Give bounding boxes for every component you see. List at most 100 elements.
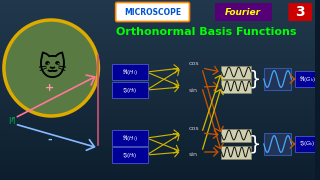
Bar (0, 18, 315, 19)
FancyBboxPatch shape (221, 80, 251, 93)
Bar (0, 51, 315, 52)
Text: $\mathfrak{R}(H_l)$: $\mathfrak{R}(H_l)$ (122, 67, 138, 77)
Bar (0, 132, 315, 133)
Bar (0, 124, 315, 125)
Bar (0, 35, 315, 36)
Bar (0, 68, 315, 69)
Bar (0, 112, 315, 113)
Text: 3: 3 (295, 5, 305, 19)
Bar (0, 10, 315, 11)
Bar (0, 44, 315, 45)
Bar (0, 110, 315, 111)
FancyBboxPatch shape (221, 129, 251, 141)
Bar (0, 43, 315, 44)
Bar (0, 134, 315, 135)
Bar (0, 31, 315, 32)
Bar (0, 102, 315, 103)
Bar (0, 71, 315, 72)
Bar (0, 177, 315, 178)
Bar (0, 83, 315, 84)
Bar (0, 173, 315, 174)
Bar (0, 56, 315, 57)
Text: $\mathfrak{R}(H_l)$: $\mathfrak{R}(H_l)$ (122, 133, 138, 143)
Bar (0, 2, 315, 3)
Bar (0, 123, 315, 124)
Bar (0, 81, 315, 82)
Bar (0, 103, 315, 104)
Bar (0, 155, 315, 156)
Bar (0, 16, 315, 17)
Bar (0, 23, 315, 24)
Bar (0, 33, 315, 34)
Bar (0, 168, 315, 169)
Circle shape (5, 21, 98, 115)
Text: $\mathfrak{I}(H_l)$: $\mathfrak{I}(H_l)$ (122, 86, 138, 94)
Bar (0, 151, 315, 152)
Bar (0, 79, 315, 80)
Bar (0, 6, 315, 7)
Bar (0, 90, 315, 91)
Bar (0, 152, 315, 153)
Bar (0, 49, 315, 50)
Bar (0, 9, 315, 10)
Bar (0, 91, 315, 92)
Bar (0, 108, 315, 109)
Bar (0, 14, 315, 15)
FancyBboxPatch shape (295, 136, 319, 152)
Bar (0, 101, 315, 102)
Bar (0, 66, 315, 67)
Bar (0, 62, 315, 63)
Bar (0, 149, 315, 150)
Bar (0, 55, 315, 56)
Bar (0, 133, 315, 134)
FancyBboxPatch shape (112, 147, 148, 163)
Bar (0, 105, 315, 106)
Bar (0, 107, 315, 108)
Bar (0, 130, 315, 131)
Bar (0, 145, 315, 146)
Circle shape (6, 22, 96, 114)
Bar (0, 45, 315, 46)
Bar (0, 84, 315, 85)
Bar (0, 50, 315, 51)
Bar (0, 82, 315, 83)
Bar (0, 125, 315, 126)
Bar (0, 78, 315, 79)
Bar (0, 118, 315, 119)
Bar (0, 136, 315, 137)
FancyBboxPatch shape (116, 3, 189, 21)
Bar (0, 58, 315, 59)
Bar (0, 167, 315, 168)
Bar (0, 63, 315, 64)
Bar (0, 99, 315, 100)
Bar (0, 111, 315, 112)
Bar (0, 117, 315, 118)
Bar (0, 77, 315, 78)
Bar (0, 74, 315, 75)
Bar (0, 11, 315, 12)
Bar (0, 94, 315, 95)
Bar (0, 32, 315, 33)
Bar (0, 0, 315, 1)
Bar (0, 150, 315, 151)
Bar (0, 19, 315, 20)
Bar (0, 161, 315, 162)
Text: cos: cos (189, 60, 200, 66)
Bar (0, 64, 315, 65)
Bar (0, 135, 315, 136)
Bar (0, 41, 315, 42)
Bar (0, 72, 315, 73)
Bar (0, 104, 315, 105)
Bar (0, 128, 315, 129)
Text: +: + (44, 83, 54, 93)
Bar (0, 146, 315, 147)
Bar (0, 157, 315, 158)
Bar (0, 53, 315, 54)
Bar (0, 89, 315, 90)
Bar (0, 98, 315, 99)
Text: $\mathfrak{I}(H_l)$: $\mathfrak{I}(H_l)$ (122, 150, 138, 159)
Bar (0, 154, 315, 155)
Bar (0, 172, 315, 173)
Bar (0, 166, 315, 167)
Bar (0, 95, 315, 96)
